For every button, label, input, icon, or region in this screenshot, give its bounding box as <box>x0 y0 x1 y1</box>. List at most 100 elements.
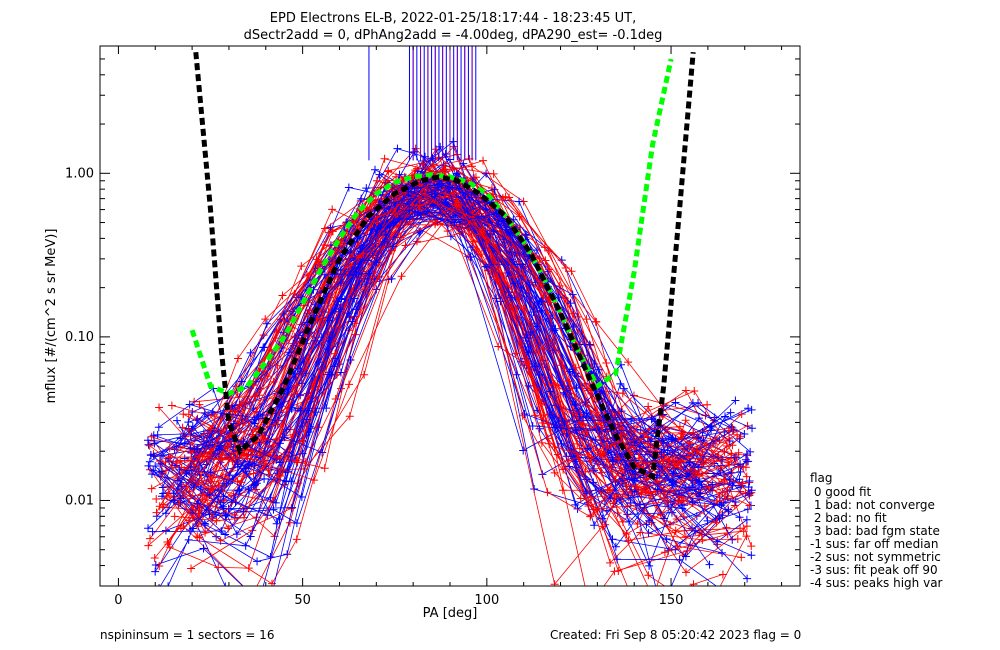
data-point <box>636 500 645 509</box>
data-point <box>227 430 236 439</box>
data-point <box>554 417 563 426</box>
data-point <box>591 317 600 326</box>
x-tick-label: 150 <box>659 593 684 608</box>
data-point <box>397 272 406 281</box>
data-point <box>262 319 271 328</box>
data-point <box>389 242 398 251</box>
data-point <box>151 567 160 576</box>
data-point <box>481 205 490 214</box>
data-point <box>610 475 619 484</box>
data-point <box>581 467 590 476</box>
data-point <box>692 446 701 455</box>
data-point <box>159 489 168 498</box>
data-point <box>742 515 751 524</box>
data-point <box>206 468 215 477</box>
data-point <box>720 447 729 456</box>
data-point <box>269 377 278 386</box>
data-point <box>686 440 695 449</box>
data-point <box>225 471 234 480</box>
data-point <box>479 156 488 165</box>
data-point <box>622 529 631 538</box>
axes: 0 50 100 150 0.01 0.10 1.00 <box>65 45 800 608</box>
data-point <box>310 476 319 485</box>
data-point <box>745 476 754 485</box>
data-point <box>696 489 705 498</box>
data-point <box>624 358 633 367</box>
data-point <box>263 372 272 381</box>
data-point <box>154 423 163 432</box>
data-point <box>199 544 208 553</box>
data-point <box>348 317 357 326</box>
data-point <box>479 226 488 235</box>
data-point <box>517 260 526 269</box>
data-point <box>324 344 333 353</box>
data-point <box>544 246 553 255</box>
data-point <box>387 274 396 283</box>
spectrum-line <box>167 193 697 516</box>
data-point <box>155 403 164 412</box>
data-point <box>253 557 262 566</box>
data-point <box>214 563 223 572</box>
data-point <box>636 528 645 537</box>
data-point <box>671 526 680 535</box>
data-point <box>149 466 158 475</box>
data-point <box>583 444 592 453</box>
data-point <box>219 502 228 511</box>
data-point <box>232 530 241 539</box>
data-point <box>540 243 549 252</box>
data-point <box>318 448 327 457</box>
spectrum-line <box>148 191 740 558</box>
x-tick-label: 100 <box>474 593 499 608</box>
data-point <box>448 163 457 172</box>
data-point <box>744 404 753 413</box>
data-point <box>481 262 490 271</box>
data-point <box>201 528 210 537</box>
data-point <box>538 297 547 306</box>
data-point <box>745 490 754 499</box>
data-point <box>694 414 703 423</box>
data-point <box>649 593 657 601</box>
spectrum-line <box>188 224 690 526</box>
data-point <box>583 489 592 498</box>
data-point <box>632 446 641 455</box>
data-point <box>331 349 340 358</box>
data-point <box>384 176 393 185</box>
data-point <box>736 467 745 476</box>
data-point <box>721 412 730 421</box>
data-point <box>742 532 751 541</box>
data-point <box>726 408 735 417</box>
data-point <box>695 470 704 479</box>
data-point <box>246 348 255 357</box>
data-point <box>284 348 293 357</box>
data-point <box>261 315 270 324</box>
data-point <box>260 474 269 483</box>
data-point <box>532 303 541 312</box>
data-point <box>301 458 310 467</box>
data-point <box>346 261 355 270</box>
data-point <box>296 390 305 399</box>
data-point <box>158 584 160 586</box>
data-point <box>293 458 302 467</box>
data-point <box>430 192 439 201</box>
data-point <box>718 548 727 557</box>
legend-item: -3 sus: fit peak off 90 <box>810 563 938 577</box>
data-point <box>179 410 188 419</box>
data-point <box>273 420 282 429</box>
data-point <box>275 439 284 448</box>
data-point <box>195 533 204 542</box>
data-point <box>360 370 369 379</box>
data-point <box>689 580 698 586</box>
data-point <box>590 521 599 530</box>
legend-item: 0 good fit <box>810 485 872 499</box>
data-point <box>550 326 559 335</box>
spectrum-line <box>178 171 718 505</box>
data-point <box>176 494 185 503</box>
data-point <box>373 218 382 227</box>
data-point <box>671 398 680 407</box>
data-point <box>733 430 742 439</box>
data-point <box>566 299 575 308</box>
data-point <box>741 463 750 472</box>
data-point <box>373 225 382 234</box>
data-point <box>147 470 156 479</box>
